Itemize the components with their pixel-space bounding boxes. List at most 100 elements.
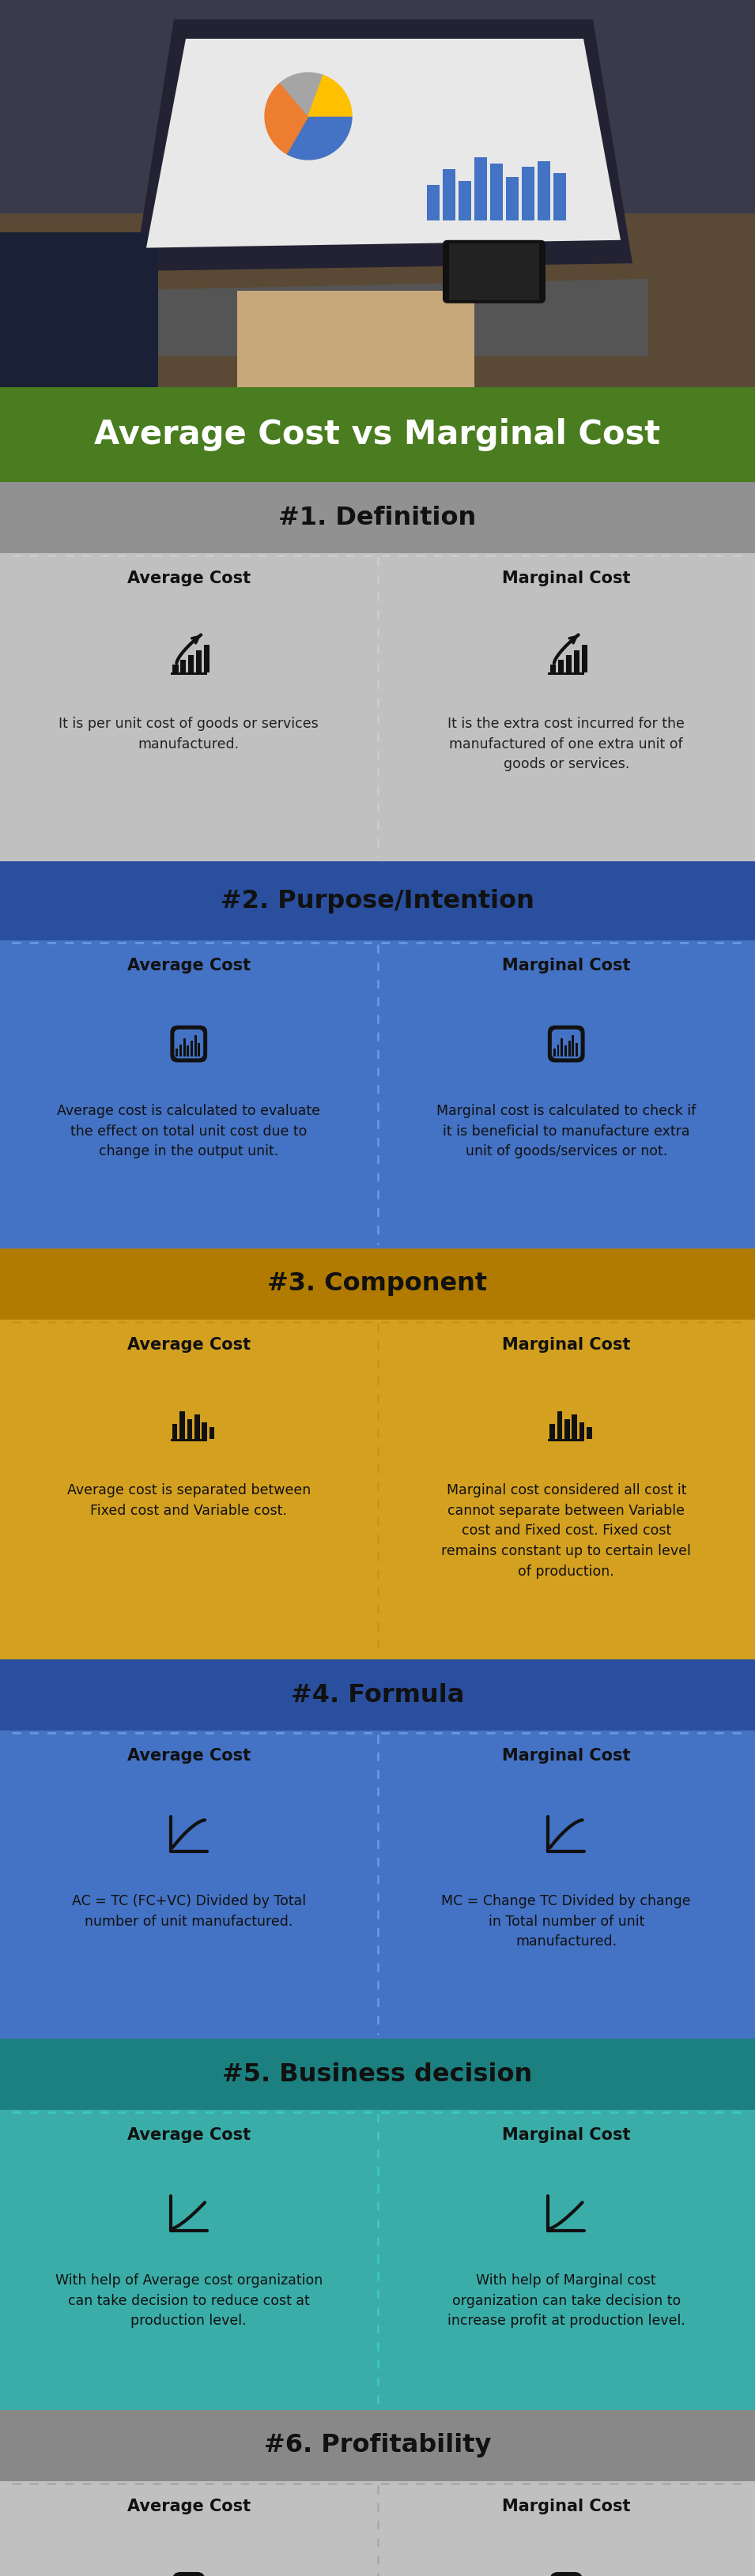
Bar: [427, 185, 439, 222]
Polygon shape: [308, 75, 352, 116]
Text: #1. Definition: #1. Definition: [279, 505, 476, 531]
Text: Marginal Cost: Marginal Cost: [502, 958, 630, 974]
Text: Average Cost: Average Cost: [127, 2128, 251, 2143]
Bar: [0, 1319, 755, 1659]
Text: It is per unit cost of goods or services
manufactured.: It is per unit cost of goods or services…: [59, 716, 319, 752]
Bar: [575, 1043, 578, 1056]
Bar: [180, 1043, 182, 1056]
Bar: [0, 2110, 755, 2411]
Bar: [0, 232, 158, 386]
Text: Average Cost vs Marginal Cost: Average Cost vs Marginal Cost: [94, 417, 661, 451]
Bar: [587, 1427, 592, 1440]
Bar: [442, 170, 455, 222]
Bar: [574, 649, 579, 672]
Bar: [0, 940, 755, 1249]
Bar: [506, 178, 519, 222]
Bar: [196, 649, 202, 672]
Bar: [538, 162, 550, 222]
Text: Marginal cost considered all cost it
cannot separate between Variable
cost and F: Marginal cost considered all cost it can…: [442, 1484, 691, 1579]
Text: Average Cost: Average Cost: [127, 1749, 251, 1765]
Bar: [522, 167, 535, 222]
Bar: [557, 1043, 559, 1056]
Bar: [565, 654, 572, 672]
Bar: [183, 1038, 186, 1056]
Text: Marginal Cost: Marginal Cost: [502, 2499, 630, 2514]
Text: Average Cost: Average Cost: [127, 569, 251, 587]
Bar: [176, 1048, 178, 1056]
Text: AC = TC (FC+VC) Divided by Total
number of unit manufactured.: AC = TC (FC+VC) Divided by Total number …: [72, 1893, 306, 1929]
Bar: [0, 554, 755, 860]
Polygon shape: [134, 21, 633, 270]
Text: With help of Marginal cost
organization can take decision to
increase profit at : With help of Marginal cost organization …: [447, 2275, 686, 2329]
Polygon shape: [119, 278, 649, 355]
Text: Marginal Cost: Marginal Cost: [502, 2128, 630, 2143]
FancyBboxPatch shape: [442, 240, 546, 304]
Text: With help of Average cost organization
can take decision to reduce cost at
produ: With help of Average cost organization c…: [55, 2275, 322, 2329]
Bar: [194, 1036, 196, 1056]
Bar: [565, 1419, 570, 1440]
Text: Average cost is separated between
Fixed cost and Variable cost.: Average cost is separated between Fixed …: [67, 1484, 310, 1517]
Bar: [190, 1041, 193, 1056]
Bar: [565, 1046, 567, 1056]
Bar: [0, 386, 755, 482]
Polygon shape: [146, 39, 621, 247]
Bar: [173, 665, 178, 672]
Text: It is the extra cost incurred for the
manufactured of one extra unit of
goods or: It is the extra cost incurred for the ma…: [448, 716, 685, 773]
FancyBboxPatch shape: [548, 1025, 584, 1061]
Bar: [557, 1412, 562, 1440]
FancyBboxPatch shape: [552, 1030, 581, 1059]
Bar: [579, 1422, 584, 1440]
Text: Average Cost: Average Cost: [127, 2499, 251, 2514]
Bar: [237, 291, 474, 386]
Bar: [561, 1038, 563, 1056]
Bar: [0, 214, 755, 386]
Text: Marginal cost is calculated to check if
it is beneficial to manufacture extra
un: Marginal cost is calculated to check if …: [436, 1105, 696, 1159]
Polygon shape: [287, 116, 352, 160]
Bar: [194, 1414, 199, 1440]
Bar: [0, 2411, 755, 2481]
FancyBboxPatch shape: [171, 1025, 207, 1061]
Text: #2. Purpose/Intention: #2. Purpose/Intention: [220, 889, 535, 912]
Polygon shape: [280, 72, 323, 116]
Bar: [0, 1249, 755, 1319]
Bar: [449, 242, 539, 301]
FancyBboxPatch shape: [174, 1030, 203, 1059]
Text: Average Cost: Average Cost: [127, 1337, 251, 1352]
Text: MC = Change TC Divided by change
in Total number of unit
manufactured.: MC = Change TC Divided by change in Tota…: [442, 1893, 691, 1950]
Bar: [581, 644, 587, 672]
Bar: [0, 2038, 755, 2110]
FancyBboxPatch shape: [550, 2571, 583, 2576]
Bar: [188, 654, 194, 672]
Bar: [550, 1425, 555, 1440]
Bar: [0, 0, 755, 386]
Bar: [180, 1412, 185, 1440]
Text: Marginal Cost: Marginal Cost: [502, 569, 630, 587]
Bar: [572, 1414, 577, 1440]
Bar: [474, 157, 487, 222]
Bar: [568, 1041, 571, 1056]
Bar: [0, 482, 755, 554]
Bar: [209, 1427, 214, 1440]
Bar: [553, 173, 566, 222]
Bar: [204, 644, 210, 672]
Text: #5. Business decision: #5. Business decision: [223, 2061, 532, 2087]
Bar: [458, 180, 471, 222]
Bar: [490, 165, 503, 222]
Text: #6. Profitability: #6. Profitability: [264, 2434, 491, 2458]
Bar: [187, 1419, 193, 1440]
Bar: [198, 1043, 200, 1056]
Bar: [0, 860, 755, 940]
Text: #3. Component: #3. Component: [267, 1273, 488, 1296]
Text: Average cost is calculated to evaluate
the effect on total unit cost due to
chan: Average cost is calculated to evaluate t…: [57, 1105, 320, 1159]
Bar: [0, 2481, 755, 2576]
Bar: [180, 659, 186, 672]
Polygon shape: [265, 82, 308, 155]
Bar: [172, 1425, 177, 1440]
FancyBboxPatch shape: [172, 2571, 205, 2576]
Bar: [572, 1036, 574, 1056]
Bar: [550, 665, 556, 672]
Text: Average Cost: Average Cost: [127, 958, 251, 974]
Bar: [0, 1731, 755, 2038]
Text: #4. Formula: #4. Formula: [291, 1682, 464, 1708]
Text: Marginal Cost: Marginal Cost: [502, 1749, 630, 1765]
